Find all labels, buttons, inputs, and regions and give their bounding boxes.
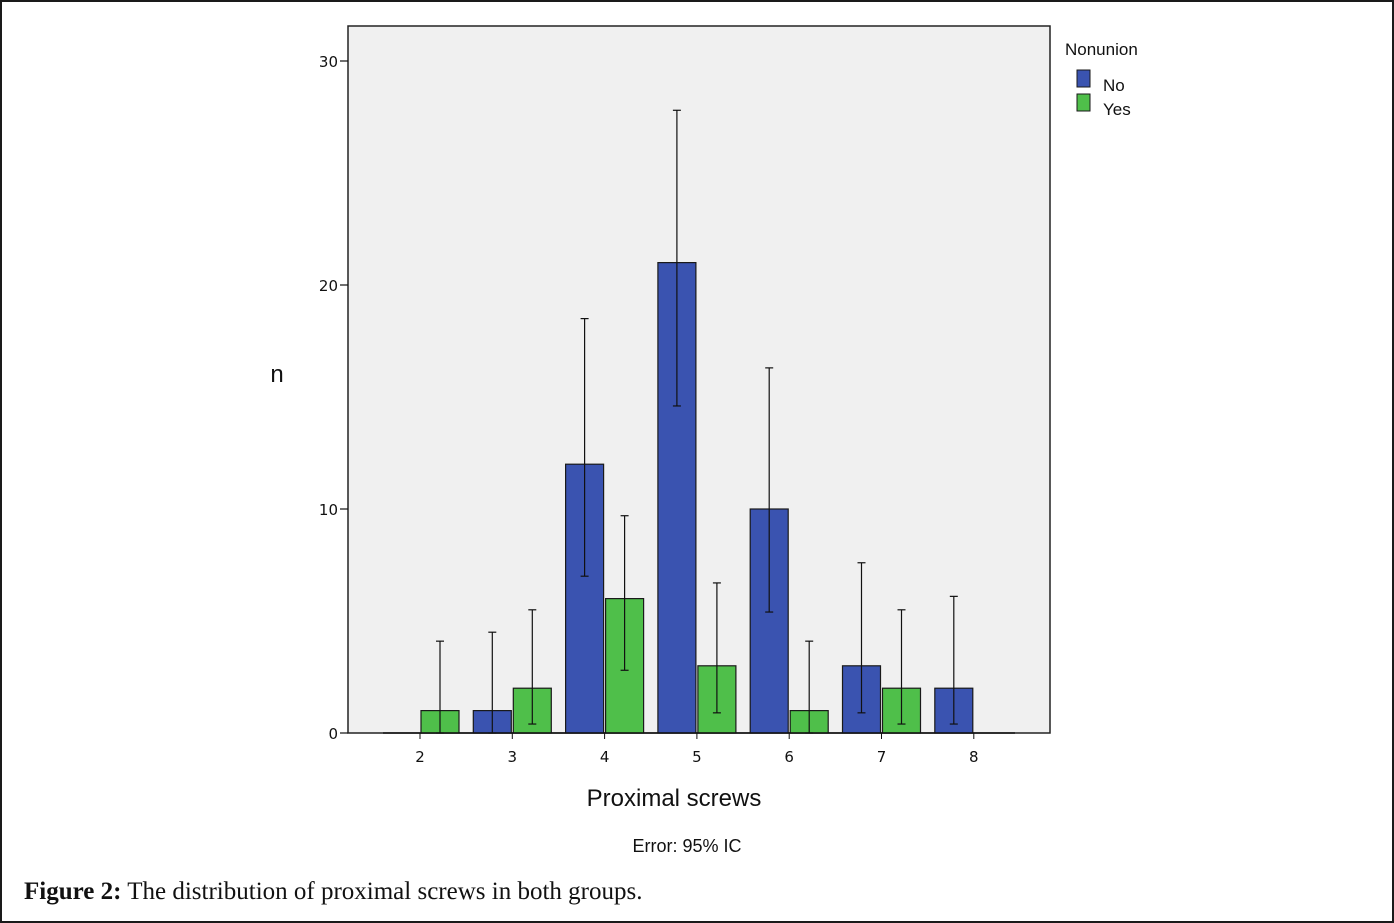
legend-label-yes: Yes — [1103, 100, 1131, 119]
x-tick-label: 5 — [692, 748, 702, 766]
x-tick-label: 3 — [508, 748, 518, 766]
y-axis-title: n — [270, 361, 283, 388]
legend-swatch-yes — [1076, 93, 1091, 112]
x-tick-label: 8 — [969, 748, 979, 766]
figure-caption: Figure 2: The distribution of proximal s… — [24, 878, 1364, 906]
x-tick-label: 4 — [600, 748, 610, 766]
y-tick-label: 30 — [319, 53, 338, 71]
y-tick-label: 20 — [319, 277, 338, 295]
plot-area — [347, 25, 1051, 734]
y-axis: 0 10 20 30 — [319, 53, 348, 743]
legend-title: Nonunion — [1065, 40, 1138, 59]
y-tick-label: 10 — [319, 501, 338, 519]
x-axis: 2 3 4 5 6 7 8 — [383, 732, 1015, 766]
legend-swatch-no — [1076, 69, 1091, 88]
error-bars-group — [436, 109, 958, 734]
x-tick-label: 6 — [784, 748, 794, 766]
legend: Nonunion No Yes — [1065, 40, 1138, 119]
x-tick-label: 7 — [877, 748, 887, 766]
legend-label-no: No — [1103, 76, 1125, 95]
x-tick-label: 2 — [415, 748, 425, 766]
chart: 0 10 20 30 2 3 4 5 6 7 8 n Proximal screws Error:… — [270, 25, 1138, 856]
y-tick-label: 0 — [328, 725, 338, 743]
error-note: Error: 95% IC — [632, 836, 741, 856]
caption-label: Figure 2: — [24, 878, 122, 905]
caption-text: The distribution of proximal screws in b… — [121, 878, 643, 905]
x-axis-title: Proximal screws — [587, 785, 762, 812]
